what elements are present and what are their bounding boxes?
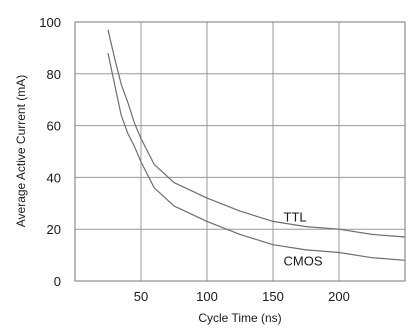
- series-labels: TTL CMOS: [284, 209, 323, 268]
- y-tick-label: 40: [47, 170, 61, 185]
- cmos-series-label: CMOS: [284, 253, 323, 268]
- series-lines: [107, 29, 406, 261]
- y-tick-label: 0: [54, 274, 61, 289]
- x-tick-label: 200: [328, 289, 350, 304]
- y-axis-title: Average Active Current (mA): [14, 75, 28, 228]
- x-tick-label: 100: [196, 289, 218, 304]
- y-tick-label: 60: [47, 119, 61, 134]
- tick-labels: 50 100 150 200 0 20 40 60 80 100: [39, 15, 350, 304]
- cmos-series-line: [107, 52, 406, 261]
- x-tick-label: 150: [262, 289, 284, 304]
- ttl-series-line: [107, 29, 406, 238]
- y-tick-label: 80: [47, 67, 61, 82]
- grid: [75, 22, 405, 281]
- y-tick-label: 20: [47, 222, 61, 237]
- ttl-series-label: TTL: [284, 209, 307, 224]
- x-axis-title: Cycle Time (ns): [198, 311, 281, 325]
- y-tick-label: 100: [39, 15, 61, 30]
- plot-frame: [74, 21, 406, 282]
- x-tick-label: 50: [134, 289, 148, 304]
